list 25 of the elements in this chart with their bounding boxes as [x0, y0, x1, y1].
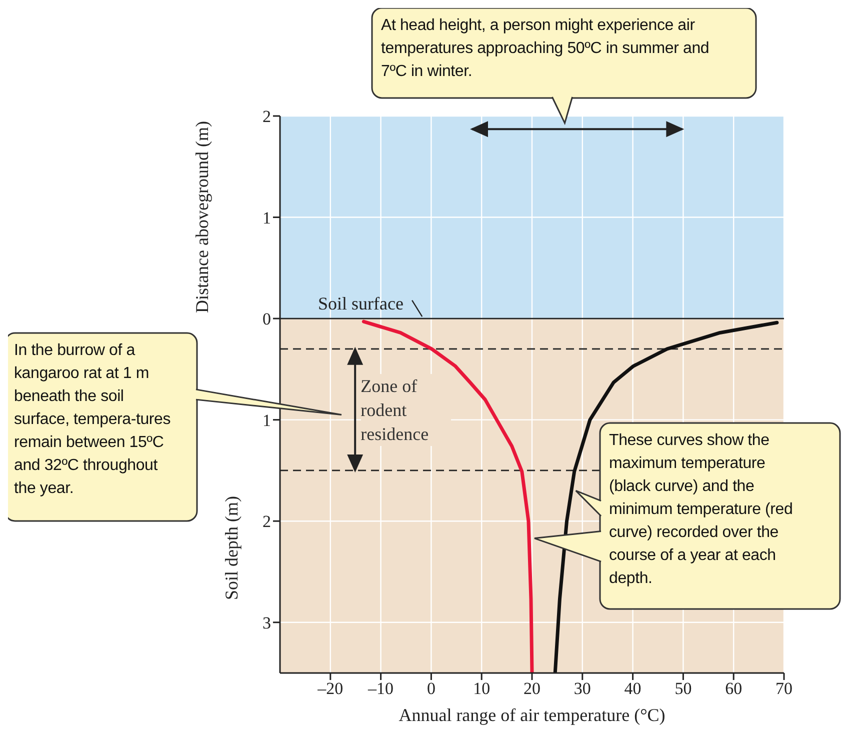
x-tick-label: 40	[624, 679, 642, 698]
annotation: Zone of rodent residence	[360, 374, 451, 446]
y-tick-label: 2	[262, 107, 271, 126]
x-tick-label: –20	[316, 679, 344, 698]
x-axis-title: Annual range of air temperature (°C)	[398, 705, 666, 725]
annotation: These curves show the maximum temperature (black curve) and the minimum temperature (red curve) recorded over the course of a year at each depth.	[608, 431, 794, 589]
x-tick-label: 10	[473, 679, 490, 698]
y-tick-label: 1	[262, 410, 271, 430]
line-series	[362, 320, 534, 673]
y-axis-title: Soil depth (m)	[222, 496, 242, 600]
text: Distance aboveground (m)	[191, 120, 213, 316]
y-tick-label: 0	[262, 310, 271, 329]
x-tick-label: 20	[524, 679, 540, 698]
text: At head height, a person might experience air temperatures approaching 50ºC in summer and 7ºC in winter.	[380, 16, 710, 82]
y-tick-label: 2	[262, 512, 271, 532]
y-tick-label: 3	[262, 613, 271, 632]
x-tick-label: 70	[776, 679, 792, 698]
text: In the burrow of a kangaroo rat at 1 m beneath the soil surface, tempera-tures remain between 15ºC and 32ºC throughout the year.	[13, 341, 172, 499]
x-tick-label: 60	[725, 679, 742, 698]
x-tick-label: 30	[574, 679, 591, 698]
x-tick-label: –10	[367, 679, 394, 698]
x-tick-label: 0	[426, 679, 436, 698]
x-tick-label: 50	[674, 679, 692, 698]
y-tick-label: 1	[262, 208, 271, 228]
ref-line-label: Soil surface	[318, 294, 404, 314]
